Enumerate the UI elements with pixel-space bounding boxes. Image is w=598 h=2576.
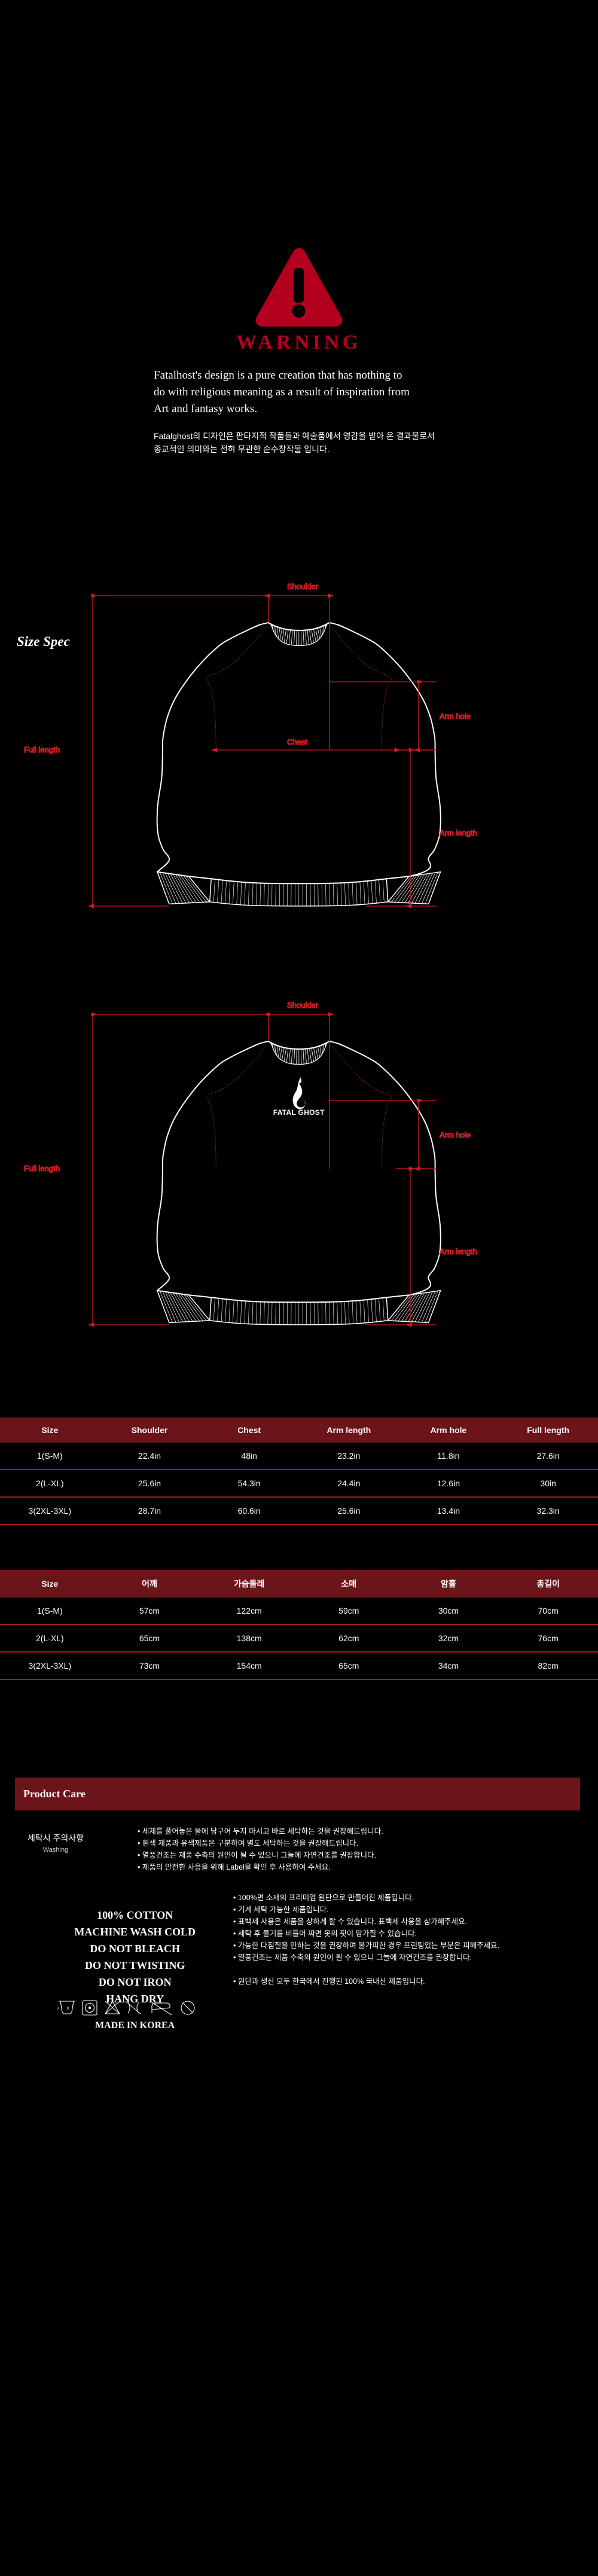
svg-text:Arm hole: Arm hole <box>440 712 471 721</box>
svg-text:Full length: Full length <box>24 1164 60 1173</box>
svg-text:Full length: Full length <box>24 745 60 754</box>
svg-text:FATAL GHOST: FATAL GHOST <box>273 1108 325 1117</box>
svg-text:Arm length: Arm length <box>440 828 477 837</box>
svg-text:30: 30 <box>57 2007 77 2011</box>
svg-text:Shoulder: Shoulder <box>287 1001 319 1010</box>
svg-text:Arm hole: Arm hole <box>440 1130 471 1139</box>
svg-text:Arm length: Arm length <box>440 1247 477 1256</box>
svg-text:Shoulder: Shoulder <box>287 582 319 591</box>
svg-text:Chest: Chest <box>287 737 307 746</box>
